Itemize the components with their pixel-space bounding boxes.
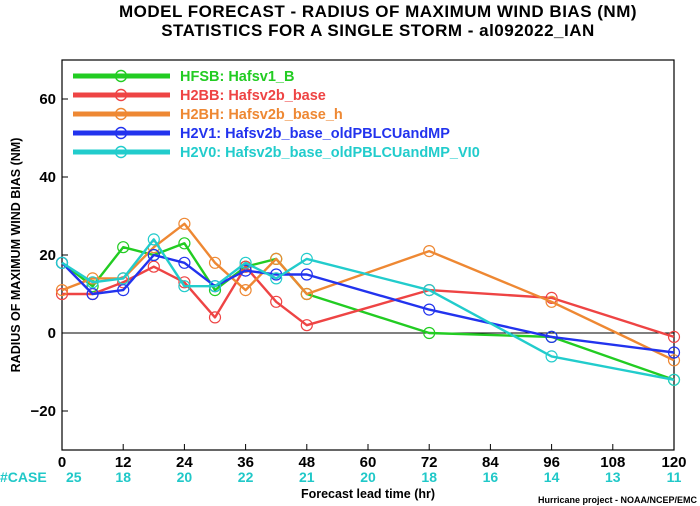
data-point-marker — [117, 272, 130, 285]
data-point-marker — [270, 252, 283, 265]
x-tick-label: 0 — [58, 454, 66, 471]
series-4 — [55, 248, 681, 359]
data-point-marker — [300, 319, 313, 332]
data-point-marker — [55, 287, 69, 301]
data-point-marker — [147, 233, 160, 246]
data-point-marker — [208, 280, 222, 293]
data-point-marker — [423, 284, 436, 297]
data-point-marker — [270, 272, 283, 285]
legend-swatch-marker — [114, 145, 128, 159]
data-point-marker — [423, 326, 436, 340]
data-point-marker — [239, 256, 252, 269]
legend-swatch-marker — [114, 88, 128, 102]
x-tick-label: 48 — [298, 454, 315, 471]
legend-entry-label: H2BH: Hafsv2b_base_h — [180, 107, 343, 123]
case-count: 22 — [238, 469, 254, 485]
data-point-marker — [178, 256, 191, 269]
case-counts: 25 18 20 22 21 20 18 16 14 13 11 — [66, 469, 682, 485]
series-5 — [55, 233, 681, 386]
y-tick-label: 0 — [48, 325, 56, 342]
data-point-marker — [545, 295, 558, 308]
series-line — [61, 242, 675, 381]
data-point-marker — [117, 284, 130, 297]
legend-entry-label: H2V0: Hafsv2b_base_oldPBLCUandMP_VI0 — [180, 145, 480, 161]
case-count: 20 — [177, 469, 193, 485]
case-count: 16 — [483, 469, 499, 485]
legend-swatch-marker — [114, 126, 128, 140]
x-tick-label: 108 — [600, 454, 625, 471]
data-point-marker — [178, 280, 191, 293]
case-count: 14 — [544, 469, 560, 485]
x-tick-label: 96 — [543, 454, 560, 471]
data-point-marker — [86, 280, 99, 293]
data-point-marker — [239, 264, 252, 277]
data-point-marker — [86, 287, 99, 301]
series-group — [55, 217, 681, 386]
series-line — [61, 253, 675, 354]
y-tick-label: 20 — [39, 247, 56, 264]
data-point-marker — [86, 276, 99, 289]
y-axis-ticks: −20 0 20 40 60 — [31, 91, 68, 420]
data-point-marker — [208, 256, 222, 269]
x-tick-label: 120 — [661, 454, 686, 471]
x-tick-label: 24 — [176, 454, 193, 471]
data-point-marker — [667, 330, 681, 343]
chart-subtitle: STATISTICS FOR A SINGLE STORM - al092022… — [161, 21, 595, 40]
data-point-marker — [239, 284, 252, 297]
data-point-marker — [300, 252, 313, 265]
data-point-marker — [667, 354, 681, 367]
data-point-marker — [178, 217, 191, 230]
data-point-marker — [545, 330, 558, 343]
series-line — [62, 265, 675, 339]
case-count: 18 — [115, 469, 131, 485]
case-count: 21 — [299, 469, 315, 485]
x-tick-label: 84 — [482, 454, 499, 471]
data-point-marker — [423, 303, 436, 316]
y-tick-label: 60 — [39, 91, 56, 108]
data-point-marker — [208, 284, 222, 297]
y-tick-label: 40 — [39, 169, 56, 186]
data-point-marker — [667, 373, 681, 386]
case-count: 11 — [667, 469, 682, 485]
legend-swatch-marker — [114, 107, 128, 121]
case-count: 13 — [605, 469, 621, 485]
case-row-label: #CASE — [0, 469, 47, 485]
data-point-marker — [117, 241, 130, 254]
data-point-marker — [147, 248, 160, 262]
x-tick-label: 36 — [237, 454, 254, 471]
case-count: 18 — [421, 469, 437, 485]
data-point-marker — [208, 311, 222, 324]
chart-title: MODEL FORECAST - RADIUS OF MAXIMUM WIND … — [119, 2, 637, 21]
y-tick-label: −20 — [31, 403, 56, 420]
legend-swatch-marker — [114, 69, 128, 83]
case-count: 20 — [360, 469, 376, 485]
data-point-marker — [300, 287, 313, 301]
x-tick-label: 60 — [360, 454, 377, 471]
x-tick-label: 72 — [421, 454, 438, 471]
data-point-marker — [178, 237, 191, 250]
data-point-marker — [300, 268, 313, 281]
legend-entry-label: H2V1: Hafsv2b_base_oldPBLCUandMP — [180, 126, 450, 142]
credit-text: Hurricane project - NOAA/NCEP/EMC — [538, 495, 698, 505]
data-point-marker — [178, 276, 191, 289]
legend-entry-label: HFSB: Hafsv1_B — [180, 69, 294, 85]
data-point-marker — [147, 260, 160, 273]
legend-entry-label: H2BB: Hafsv2b_base — [180, 88, 326, 104]
data-point-marker — [55, 256, 69, 269]
x-axis-ticks: 0 12 24 36 48 60 72 84 96 108 120 — [58, 444, 687, 471]
data-point-marker — [270, 295, 283, 308]
legend: HFSB: Hafsv1_B H2BB: Hafsv2b_base H2BH: Ha… — [73, 69, 480, 161]
x-axis-label: Forecast lead time (hr) — [301, 487, 435, 501]
data-point-marker — [545, 350, 558, 363]
data-point-marker — [667, 346, 681, 359]
data-point-marker — [55, 284, 69, 297]
x-tick-label: 12 — [115, 454, 132, 471]
data-point-marker — [423, 245, 436, 258]
y-axis-label: RADIUS OF MAXIMUM WIND BIAS (NM) — [9, 138, 23, 373]
case-count: 25 — [66, 469, 82, 485]
data-point-marker — [545, 291, 558, 304]
